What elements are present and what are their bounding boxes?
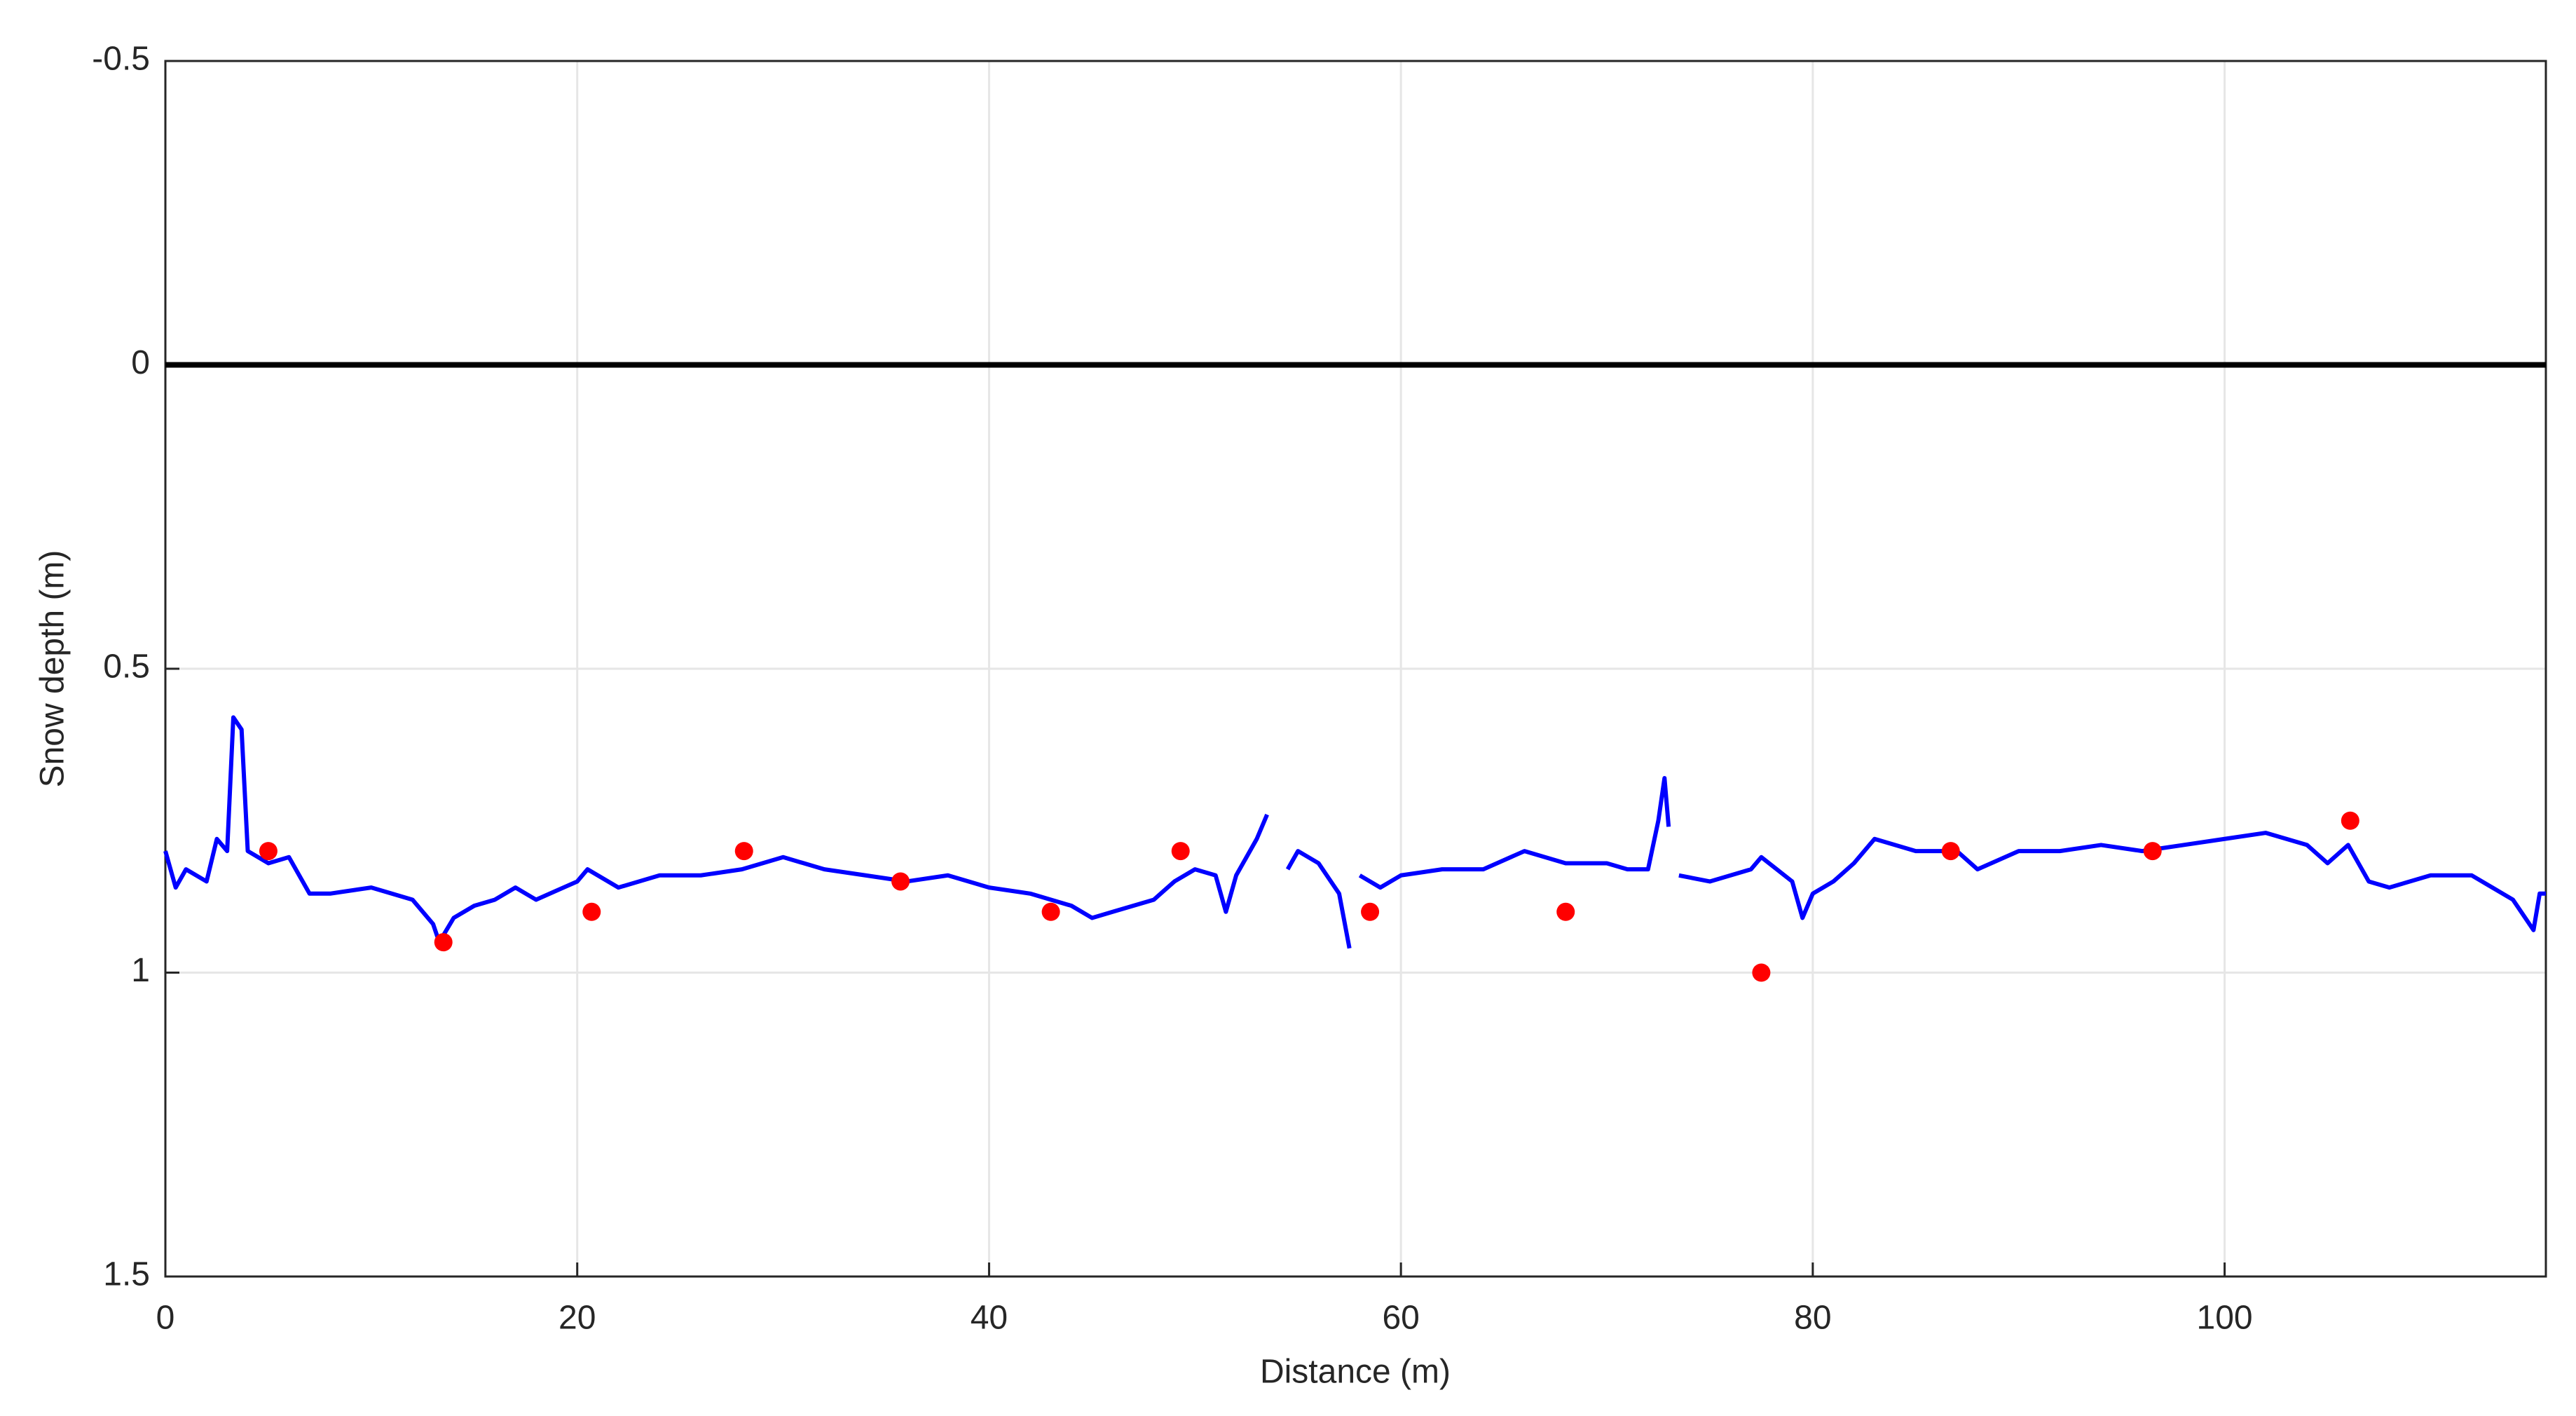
data-point	[1041, 902, 1060, 921]
y-axis-label: Snow depth (m)	[34, 550, 71, 788]
data-point	[2143, 842, 2162, 861]
x-axis-label: Distance (m)	[1260, 1354, 1451, 1391]
x-tick-label: 100	[2197, 1300, 2253, 1337]
y-tick-label: 1.5	[103, 1256, 150, 1293]
y-tick-label: 1	[131, 952, 150, 989]
data-point	[1752, 963, 1771, 982]
data-point	[1171, 842, 1190, 861]
data-point	[259, 842, 278, 861]
y-tick-label: 0	[131, 344, 150, 381]
x-tick-label: 0	[156, 1300, 175, 1337]
data-point	[734, 842, 753, 861]
data-line	[163, 715, 2546, 949]
x-tick-label: 60	[1382, 1300, 1419, 1337]
data-point	[1556, 902, 1575, 921]
plot-frame	[164, 60, 2547, 1278]
data-point	[1361, 902, 1380, 921]
data-point	[891, 872, 910, 891]
data-point	[582, 902, 601, 921]
x-tick-label: 40	[971, 1300, 1008, 1337]
y-tick-label: -0.5	[92, 41, 150, 78]
x-tick-label: 20	[559, 1300, 596, 1337]
data-point	[2341, 811, 2359, 830]
x-tick-label: 80	[1794, 1300, 1831, 1337]
y-tick-label: 0.5	[103, 648, 150, 686]
data-point	[434, 933, 453, 952]
data-point	[1941, 842, 1960, 861]
